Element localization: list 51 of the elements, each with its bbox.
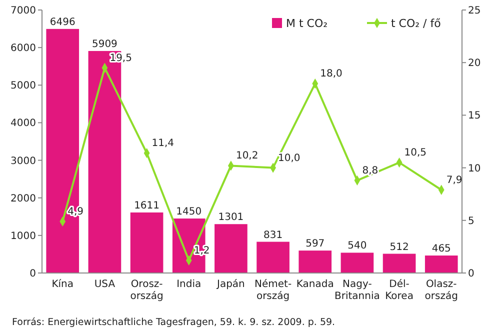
data-label: 11,4 [152, 138, 174, 150]
data-label: 6496 [50, 16, 76, 28]
data-label: 8,8 [362, 165, 378, 176]
data-label: 10,0 [278, 152, 300, 164]
data-label: 1450 [176, 206, 202, 218]
data-label: 597 [306, 238, 325, 250]
y2-tick-label: 25 [468, 6, 481, 16]
y-tick-label: 2000 [10, 193, 36, 204]
bar [424, 256, 458, 273]
x-tick-label: USA [94, 279, 116, 290]
x-tick-label: Kanada [296, 279, 334, 290]
data-label: 10,2 [236, 150, 258, 162]
data-label: 1301 [218, 212, 244, 224]
y-tick-label: 7000 [10, 6, 36, 16]
legend-label: t CO₂ / fő [391, 16, 442, 30]
data-label: 10,5 [404, 148, 427, 159]
x-tick-label: Japán [216, 279, 245, 290]
x-tick-label: Dél- Korea [385, 279, 414, 302]
bar [340, 252, 374, 273]
bar [256, 242, 290, 273]
x-tick-label: Kína [52, 279, 74, 290]
y-tick-label: 3000 [10, 156, 36, 167]
data-label: 540 [348, 240, 367, 252]
y-tick-label: 0 [30, 268, 36, 280]
data-label: 1611 [134, 200, 160, 212]
bar [130, 212, 164, 273]
data-label: 18,0 [320, 68, 342, 80]
y-tick-label: 1000 [10, 230, 36, 242]
data-label: 5909 [92, 38, 118, 50]
text: Forrás: Energiewirtschaftliche Tagesfragen, 59. k. 9. sz. 2009. p. 59. [12, 317, 336, 328]
x-tick-label: Német- ország [254, 279, 292, 302]
y-tick-label: 5000 [10, 80, 36, 92]
y2-tick-label: 10 [468, 163, 481, 174]
y-tick-label: 4000 [10, 118, 36, 130]
data-label: 512 [390, 242, 409, 253]
x-tick-label: Olasz- ország [424, 279, 458, 302]
data-label: 831 [263, 230, 283, 241]
legend-label: M t CO₂ [286, 16, 328, 30]
y2-tick-label: 0 [468, 268, 474, 280]
data-label: 465 [432, 244, 451, 255]
y2-tick-label: 20 [468, 58, 481, 70]
x-tick-label: Nagy- Britannia [334, 279, 380, 302]
data-label: 7,9 [446, 174, 462, 186]
y-tick-label: 6000 [10, 43, 36, 54]
y2-tick-label: 15 [468, 110, 481, 122]
x-tick-label: India [176, 279, 202, 290]
bar [382, 254, 416, 273]
bar [214, 224, 248, 273]
bar [298, 250, 332, 273]
x-tick-label: Orosz- ország [130, 279, 164, 302]
y2-tick-label: 5 [468, 216, 474, 227]
